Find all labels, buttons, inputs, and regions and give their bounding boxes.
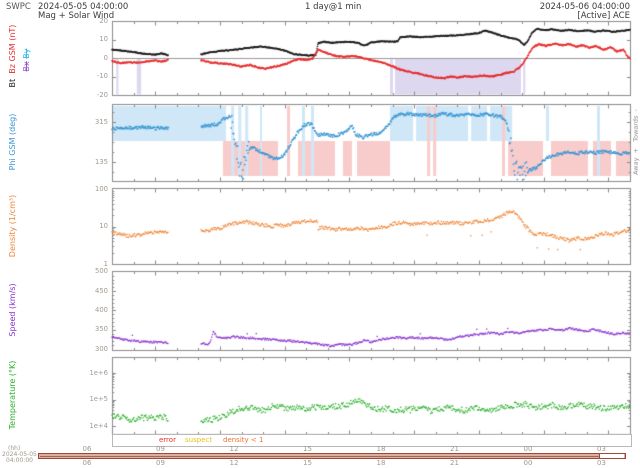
speed-ytick-450: 450 — [95, 286, 108, 295]
mag-ytick-20: 20 — [99, 16, 108, 25]
mag-axis-title: Bt Bz GSM (nT) — [8, 24, 17, 88]
hour-label-00: 00 — [523, 459, 533, 467]
density-ytick-10: 10 — [99, 222, 108, 230]
speed-axis-title: Speed (km/s) — [8, 283, 17, 337]
phi-axis-title: Phi GSM (deg) — [8, 113, 17, 171]
footer-start-date: 2024-05-05 — [2, 451, 37, 458]
footer-start-time: 04:00:00 — [6, 457, 33, 464]
hour-label-12: 12 — [229, 459, 239, 467]
temperature-ytick-1e+5: 1e+5 — [89, 395, 108, 403]
hour-label-03: 03 — [597, 445, 606, 453]
density-ytick-100: 100 — [95, 184, 108, 193]
range-end-label: 2024-05-06 04:00:00 — [539, 2, 630, 12]
phi-ytick-135: 135 — [95, 157, 108, 166]
mag-ytick-0: 0 — [103, 53, 108, 62]
speed-ytick-300: 300 — [95, 344, 108, 353]
bx-label-disabled: Bx — [22, 61, 31, 72]
range-start-label: 2024-05-05 04:00:00 — [38, 2, 129, 12]
by-label-disabled: By — [22, 48, 31, 59]
scrollbar-gap[interactable] — [598, 454, 624, 458]
legend-density-lt-1: density < 1 — [223, 436, 264, 444]
sector-direction-label: Away + Towards - — [631, 109, 640, 175]
hour-label-21: 21 — [450, 445, 459, 453]
phi-ytick-315: 315 — [95, 117, 108, 126]
hour-label-00: 00 — [523, 445, 533, 453]
mag-disabled-components: Bx By — [22, 48, 31, 72]
speed-ytick-500: 500 — [95, 267, 108, 276]
cadence-label: 1 day@1 min — [305, 2, 362, 12]
hour-label-15: 15 — [303, 445, 312, 453]
hour-label-18: 18 — [376, 445, 386, 453]
hour-label-09: 09 — [156, 459, 165, 467]
mag-ytick--20: -20 — [96, 90, 108, 99]
time-range-scrollbar[interactable] — [38, 453, 626, 459]
mag-ytick--10: -10 — [96, 72, 108, 80]
bz-axis-label: Bz GSM (nT) — [8, 24, 17, 74]
data-status-badge: [Active] ACE — [577, 11, 630, 21]
mag-ytick-10: 10 — [99, 35, 108, 43]
density-axis-title: Density (1/cm³) — [8, 194, 17, 258]
hour-label-15: 15 — [303, 459, 312, 467]
temperature-ytick-1e+6: 1e+6 — [89, 368, 108, 377]
hour-label-06: 06 — [82, 445, 92, 453]
bt-label: Bt — [8, 78, 17, 88]
hour-label-09: 09 — [156, 445, 165, 453]
plot-subtitle: Mag + Solar Wind — [38, 11, 115, 21]
density-ytick-1: 1 — [103, 259, 108, 268]
app-title: SWPC — [6, 2, 31, 12]
hour-label-18: 18 — [376, 459, 386, 467]
scrollbar-fill — [40, 456, 624, 457]
legend-suspect: suspect — [185, 436, 213, 444]
legend-error: error — [159, 436, 176, 444]
speed-ytick-400: 400 — [95, 305, 108, 314]
hour-label-06: 06 — [82, 459, 92, 467]
temperature-ytick-1e+4: 1e+4 — [89, 421, 108, 430]
temperature-axis-title: Temperature (°K) — [8, 360, 17, 430]
hour-label-21: 21 — [450, 459, 459, 467]
hours-unit-label: (hh) — [8, 445, 21, 452]
hour-label-12: 12 — [229, 445, 239, 453]
speed-ytick-350: 350 — [95, 325, 108, 334]
hour-label-03: 03 — [597, 459, 606, 467]
quality-legend-box: error suspect density < 1 — [112, 434, 632, 447]
